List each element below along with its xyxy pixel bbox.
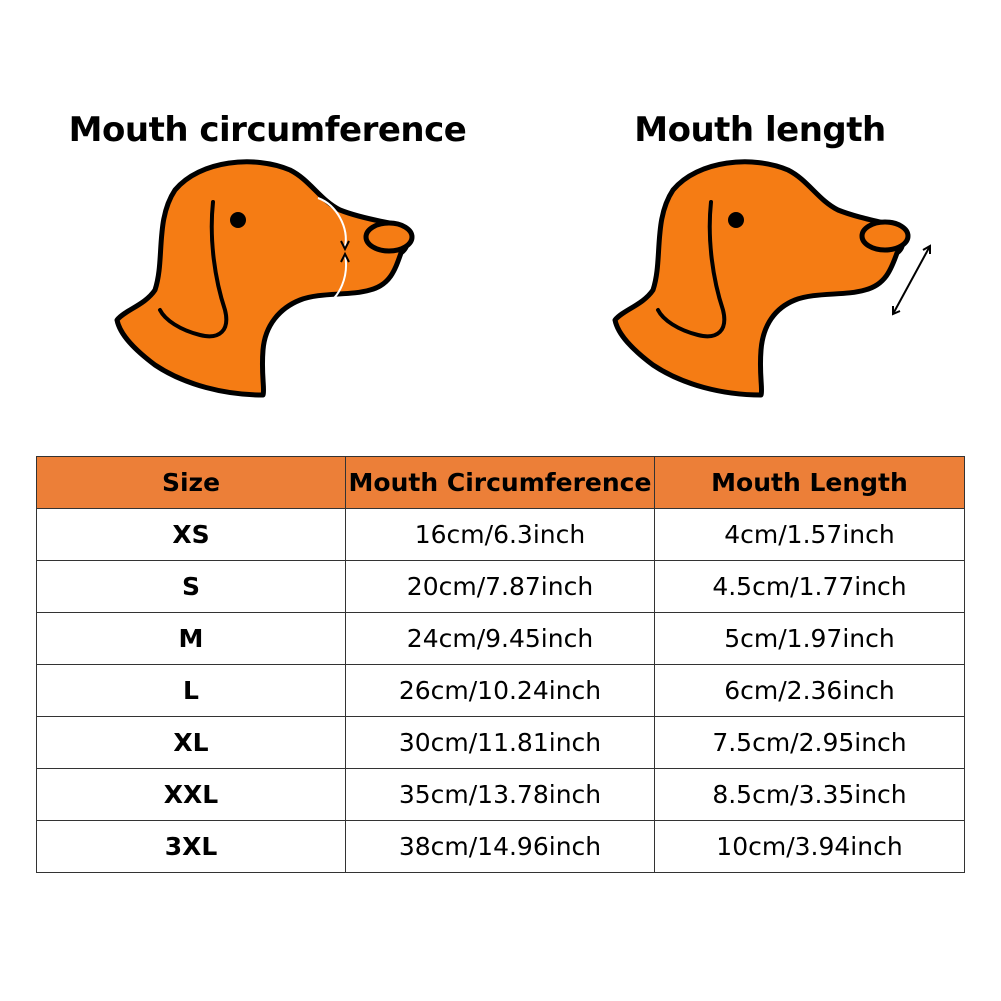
size-cell: XL	[36, 716, 346, 769]
measure-arrow-bottom	[321, 253, 347, 308]
dog-ear	[158, 200, 229, 339]
table-row: L 26cm/10.24inch 6cm/2.36inch	[36, 664, 965, 717]
size-chart-table: Size Mouth Circumference Mouth Length XS…	[36, 456, 965, 873]
table-row: S 20cm/7.87inch 4.5cm/1.77inch	[36, 560, 965, 613]
mouth-length-heading: Mouth length	[634, 110, 886, 150]
circumference-cell: 24cm/9.45inch	[345, 612, 655, 665]
table-header-row: Size Mouth Circumference Mouth Length	[36, 456, 965, 509]
circumference-cell: 35cm/13.78inch	[345, 768, 655, 821]
size-cell: S	[36, 560, 346, 613]
header-size: Size	[36, 456, 346, 509]
circumference-cell: 20cm/7.87inch	[345, 560, 655, 613]
dog-eye	[728, 212, 744, 228]
arrow-head-top	[922, 244, 931, 254]
header-mouth-length: Mouth Length	[654, 456, 965, 509]
size-cell: XS	[36, 508, 346, 561]
length-cell: 5cm/1.97inch	[654, 612, 965, 665]
dog-nose	[363, 220, 415, 254]
length-cell: 6cm/2.36inch	[654, 664, 965, 717]
table-row: 3XL 38cm/14.96inch 10cm/3.94inch	[36, 820, 965, 873]
dog-head-shape	[612, 159, 906, 398]
size-cell: 3XL	[36, 820, 346, 873]
size-cell: M	[36, 612, 346, 665]
dog-head-shape	[114, 159, 411, 398]
arrow-head-up	[340, 251, 350, 263]
measure-arrow-top	[317, 197, 347, 248]
length-cell: 4.5cm/1.77inch	[654, 560, 965, 613]
length-cell: 4cm/1.57inch	[654, 508, 965, 561]
circumference-cell: 30cm/11.81inch	[345, 716, 655, 769]
dog-head-circumference-icon	[114, 159, 415, 398]
length-cell: 8.5cm/3.35inch	[654, 768, 965, 821]
table-row: M 24cm/9.45inch 5cm/1.97inch	[36, 612, 965, 665]
header-mouth-circumference: Mouth Circumference	[345, 456, 655, 509]
mouth-circumference-heading: Mouth circumference	[68, 110, 467, 150]
dog-nose	[859, 219, 911, 253]
circumference-cell: 16cm/6.3inch	[345, 508, 655, 561]
table-row: XXL 35cm/13.78inch 8.5cm/3.35inch	[36, 768, 965, 821]
dog-head-length-icon	[612, 159, 931, 398]
length-cell: 10cm/3.94inch	[654, 820, 965, 873]
arrow-head-down	[340, 240, 350, 252]
size-cell: L	[36, 664, 346, 717]
size-cell: XXL	[36, 768, 346, 821]
table-row: XS 16cm/6.3inch 4cm/1.57inch	[36, 508, 965, 561]
length-cell: 7.5cm/2.95inch	[654, 716, 965, 769]
circumference-cell: 26cm/10.24inch	[345, 664, 655, 717]
table-row: XL 30cm/11.81inch 7.5cm/2.95inch	[36, 716, 965, 769]
circumference-cell: 38cm/14.96inch	[345, 820, 655, 873]
arrow-head-bottom	[892, 306, 901, 316]
dog-ear	[656, 200, 727, 339]
length-arrow-line	[892, 245, 931, 315]
dog-eye	[230, 212, 246, 228]
